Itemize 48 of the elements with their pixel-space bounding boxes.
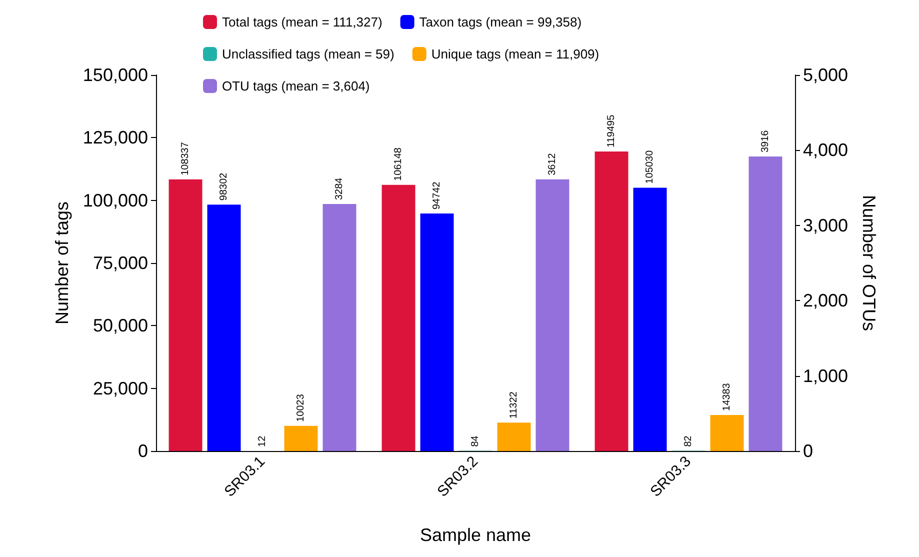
bar (284, 426, 318, 451)
data-label: 3284 (334, 177, 345, 200)
y2-tick-label: 2,000 (803, 290, 848, 311)
legend-label: Unique tags (mean = 11,909) (431, 46, 600, 62)
data-label: 14383 (721, 382, 732, 411)
y-tick-label: 50,000 (92, 316, 148, 336)
data-label: 82 (683, 435, 694, 447)
y-tick-label: 125,000 (82, 128, 148, 148)
data-label: 105030 (644, 150, 656, 184)
data-label: 3612 (546, 152, 558, 176)
bar (420, 214, 454, 451)
data-label: 10023 (295, 394, 306, 422)
data-label: 108337 (180, 142, 192, 176)
bar (497, 422, 531, 451)
data-label: 12 (257, 435, 268, 447)
data-label: 119495 (606, 114, 618, 148)
y2-tick-label: 1,000 (803, 366, 848, 386)
y-tick-label: 25,000 (92, 378, 148, 398)
data-label: 3916 (760, 130, 771, 153)
legend-label: Taxon tags (mean = 99,358) (419, 14, 582, 30)
bar (633, 188, 667, 451)
bar (536, 179, 570, 451)
y2-tick-label: 4,000 (803, 140, 848, 160)
y-tick-label: 150,000 (82, 65, 148, 85)
legend-label: Total tags (mean = 111,327) (222, 14, 382, 30)
y2-tick-label: 3,000 (803, 215, 848, 236)
bar (594, 151, 628, 451)
y2-axis-title: Number of OTUs (859, 194, 879, 332)
y-tick-label: 75,000 (92, 253, 148, 273)
y-axis-title: Number of tags (52, 201, 72, 325)
bar (168, 179, 202, 451)
data-label: 106148 (393, 147, 404, 181)
data-label: 98302 (218, 172, 230, 201)
y-tick-label: 0 (138, 441, 148, 461)
bar (382, 184, 416, 451)
legend-label: Unclassified tags (mean = 59) (222, 46, 394, 62)
bar (710, 414, 744, 451)
bar (748, 156, 782, 451)
legend-label: OTU tags (mean = 3,604) (222, 78, 370, 94)
y2-tick-label: 5,000 (803, 65, 848, 85)
data-label: 84 (470, 435, 481, 447)
bar (322, 204, 356, 451)
x-axis-title: Sample name (420, 525, 532, 545)
data-label: 94742 (432, 181, 443, 210)
y-tick-label: 100,000 (82, 190, 148, 210)
bar (207, 204, 241, 451)
data-label: 11322 (508, 391, 520, 419)
y2-tick-label: 0 (803, 441, 814, 461)
